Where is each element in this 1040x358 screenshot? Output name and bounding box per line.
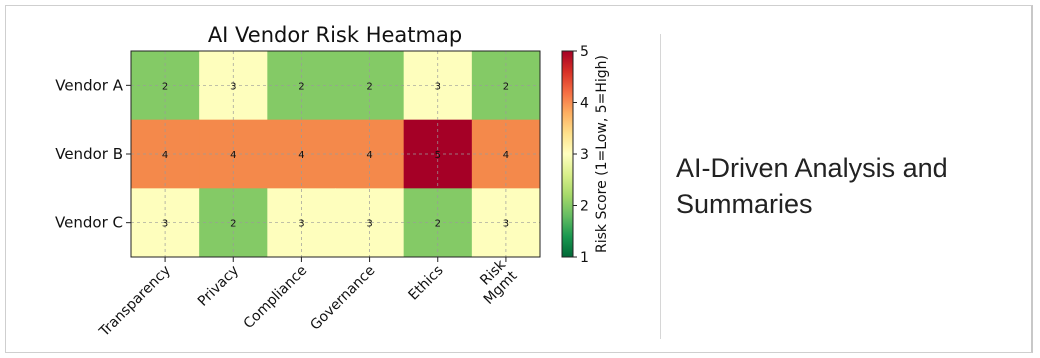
cell-value-label: 3: [162, 219, 168, 230]
row-label: Vendor A: [55, 76, 123, 94]
cell-value-label: 3: [298, 219, 304, 230]
column-label: Governance: [307, 263, 378, 334]
cell-value-label: 2: [162, 81, 168, 92]
row-label: Vendor C: [55, 214, 123, 232]
cell-value-label: 3: [435, 81, 441, 92]
vertical-divider: [660, 34, 661, 339]
row-labels: Vendor A Vendor B Vendor C: [55, 76, 131, 232]
heatmap-grid: [131, 51, 540, 257]
cell-value-label: 4: [230, 150, 236, 161]
colorbar-label: Risk Score (1=Low, 5=High): [594, 55, 610, 253]
cell-value-label: 4: [503, 150, 509, 161]
column-label: Privacy: [195, 263, 242, 310]
colorbar-tick-label: 4: [580, 96, 589, 112]
cell-value-label: 2: [366, 81, 372, 92]
cell-value-label: 3: [366, 219, 372, 230]
cell-value-label: 4: [162, 150, 168, 161]
summary-heading: AI-Driven Analysis and Summaries: [676, 153, 948, 219]
colorbar-tick-label: 5: [580, 44, 589, 60]
cell-value-label: 2: [230, 219, 236, 230]
column-label: Compliance: [241, 263, 311, 333]
cell-value-label: 2: [298, 81, 304, 92]
cell-value-label: 2: [435, 219, 441, 230]
row-label: Vendor B: [55, 145, 123, 163]
cell-value-label: 2: [503, 81, 509, 92]
heatmap-cell: [131, 51, 200, 121]
cell-value-label: 4: [366, 150, 372, 161]
chart-title: AI Vendor Risk Heatmap: [208, 23, 462, 47]
column-label: Transparency: [96, 263, 174, 341]
colorbar-tick-label: 1: [580, 250, 589, 266]
colorbar-tick-label: 3: [580, 147, 589, 163]
cell-value-label: 4: [298, 150, 304, 161]
heatmap-cell-labels: 2 3 2 2 3 2 4 4 4 4 5 4 3 2 3 3 2 3: [162, 81, 509, 229]
cell-value-label: 3: [230, 81, 236, 92]
cell-value-label: 5: [435, 150, 441, 161]
column-label: Ethics: [405, 263, 446, 304]
column-label: RiskMgmt: [469, 256, 521, 308]
heatmap-svg: AI Vendor Risk Heatmap 2 3 2 2 3 24 4 4 4 5 43 2 3 3 2…: [55, 23, 610, 341]
colorbar-tick-label: 2: [580, 199, 589, 215]
colorbar-ticks: 1 2 3 4 5: [573, 44, 589, 266]
colorbar: [561, 50, 574, 258]
colorbar-gradient: [561, 50, 574, 258]
cell-value-label: 3: [503, 219, 509, 230]
heatmap-cell: [335, 51, 405, 121]
